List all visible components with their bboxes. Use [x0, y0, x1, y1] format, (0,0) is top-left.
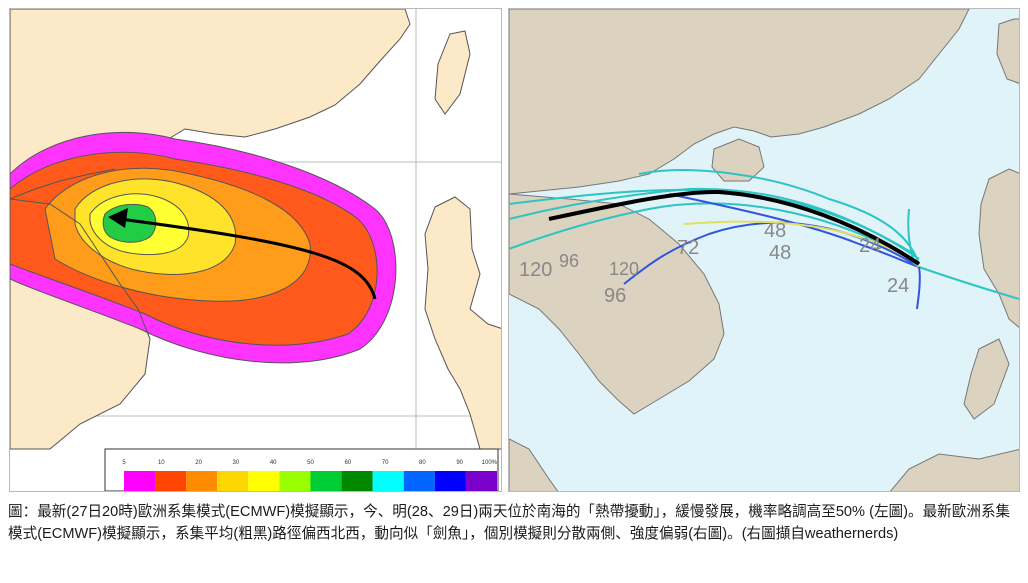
- colorbar-swatch: [403, 471, 435, 491]
- colorbar-tick-label: 50: [307, 460, 314, 466]
- palawan-island: [963, 338, 1010, 420]
- track-arrow-line: [119, 217, 377, 300]
- forecast-hour-label: 24: [859, 235, 881, 257]
- coastline: [10, 168, 116, 200]
- ensemble-mean-track: [548, 189, 921, 266]
- forecast-hour-label: 48: [764, 220, 786, 242]
- colorbar-swatch: [434, 471, 466, 491]
- colorbar-tick-label: 100%: [482, 460, 498, 466]
- member-track: [509, 202, 920, 265]
- colorbar-tick-label: 90: [456, 460, 463, 466]
- colorbar-swatch: [186, 471, 218, 491]
- colorbar-tick-label: 40: [270, 460, 277, 466]
- colorbar-swatch: [155, 471, 187, 491]
- colorbar-tick-label: 70: [382, 460, 389, 466]
- forecast-hour-label: 96: [559, 251, 579, 271]
- philippines-landmass: [978, 168, 1019, 328]
- colorbar-swatch: [279, 471, 311, 491]
- forecast-hour-label: 24: [887, 275, 909, 297]
- ensemble-track-map-canvas: 120 96 120 96 72 48 48 24 24: [509, 9, 1019, 491]
- colorbar-tick-label: 80: [419, 460, 426, 466]
- forecast-hour-label: 96: [604, 285, 626, 307]
- indochina-landmass: [509, 193, 725, 415]
- genesis-probability-map: 5 10 20 30 40 50 60 70 80 90 100%: [9, 8, 502, 492]
- forecast-hour-label: 120: [609, 259, 639, 279]
- track-arrow-head: [108, 208, 128, 228]
- colorbar-swatch: [310, 471, 342, 491]
- colorbar-swatch: [341, 471, 373, 491]
- colorbar-swatch: [372, 471, 404, 491]
- forecast-hour-label: 120: [519, 259, 552, 281]
- colorbar-swatch: [465, 471, 497, 491]
- forecast-hour-label: 48: [769, 242, 791, 264]
- coastline: [10, 198, 151, 340]
- taiwan-island: [434, 30, 471, 115]
- member-track: [916, 266, 921, 310]
- figure-caption: 圖：最新(27日20時)歐洲系集模式(ECMWF)模擬顯示，今、明(28、29日…: [8, 504, 1011, 542]
- colorbar: 5 10 20 30 40 50 60 70 80 90 100%: [104, 448, 499, 491]
- malay-peninsula: [509, 438, 559, 491]
- borneo-landmass: [890, 448, 1019, 491]
- mainland-china-landmass: [509, 9, 970, 195]
- forecast-hour-label: 72: [677, 237, 699, 259]
- colorbar-tick-label: 5: [122, 460, 126, 466]
- colorbar-tick-label: 60: [344, 460, 351, 466]
- colorbar-tick-label: 10: [158, 460, 165, 466]
- colorbar-tick-label: 30: [233, 460, 240, 466]
- forecast-hour-labels: 120 96 120 96 72 48 48 24 24: [519, 220, 909, 307]
- taiwan-island: [996, 18, 1019, 84]
- member-track: [668, 193, 920, 268]
- colorbar-tick-label: 20: [195, 460, 202, 466]
- ensemble-member-tracks: [509, 169, 1019, 310]
- member-track: [638, 169, 920, 265]
- ensemble-track-map: 120 96 120 96 72 48 48 24 24: [508, 8, 1020, 492]
- colorbar-swatch: [248, 471, 280, 491]
- genesis-probability-map-canvas: 5 10 20 30 40 50 60 70 80 90 100%: [10, 9, 501, 491]
- colorbar-swatch: [124, 471, 156, 491]
- member-track: [918, 266, 1019, 300]
- colorbar-swatch: [217, 471, 249, 491]
- hainan-island: [711, 138, 765, 182]
